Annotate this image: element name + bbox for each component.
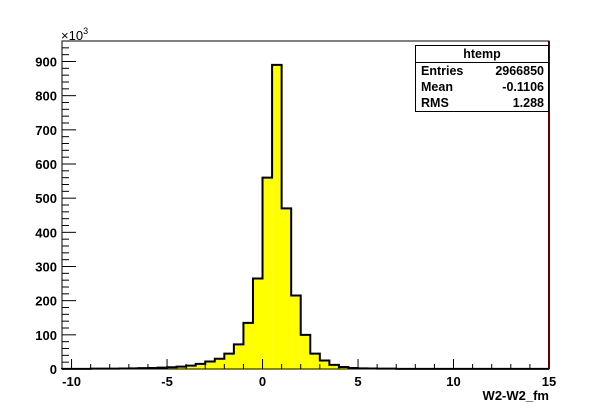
- x-tick-label: 10: [446, 374, 460, 389]
- y-tick-label: 600: [35, 157, 57, 172]
- stats-title: htemp: [416, 46, 548, 63]
- stats-row-entries: Entries 2966850: [416, 63, 548, 79]
- x-tick-label: 5: [354, 374, 361, 389]
- histogram-bin: [262, 177, 273, 369]
- stats-box: htemp Entries 2966850 Mean -0.1106 RMS 1…: [415, 45, 549, 112]
- stats-row-rms: RMS 1.288: [416, 95, 548, 111]
- y-tick-label: 700: [35, 123, 57, 138]
- x-axis-label: W2-W2_fm: [483, 388, 549, 403]
- x-tick-label: 15: [542, 374, 556, 389]
- histogram-bin: [205, 361, 215, 369]
- stats-label: RMS: [421, 96, 449, 110]
- histogram-bin: [300, 334, 311, 369]
- histogram-bars: [61, 63, 550, 370]
- stats-label: Entries: [421, 64, 464, 78]
- x-tick-label: -10: [62, 374, 81, 389]
- stats-value: 1.288: [512, 96, 544, 110]
- y-axis-ticks: 0 100 200 300 400 500 600 700 800 900: [35, 40, 76, 377]
- histogram-bin: [186, 365, 196, 369]
- histogram-bin: [176, 366, 187, 369]
- y-tick-label: 300: [35, 260, 57, 275]
- histogram-bin: [252, 278, 263, 369]
- y-tick-label: 800: [35, 89, 57, 104]
- stats-value: -0.1106: [502, 80, 544, 94]
- histogram-bin: [214, 358, 225, 369]
- histogram-bin: [338, 366, 349, 369]
- y-tick-label: 200: [35, 294, 57, 309]
- histogram-bin: [310, 353, 320, 369]
- histogram-bin: [243, 322, 253, 369]
- histogram-bin: [291, 295, 301, 369]
- y-tick-label: 900: [35, 55, 57, 70]
- y-tick-label: 400: [35, 225, 57, 240]
- histogram-bin: [319, 360, 330, 369]
- histogram-bin: [281, 208, 292, 369]
- stats-label: Mean: [421, 80, 453, 94]
- x-axis-ticks: -10 -5 0 5 10 15: [62, 359, 556, 389]
- histogram-bin: [233, 344, 244, 369]
- y-tick-label: 0: [50, 362, 57, 377]
- x-tick-label: -5: [161, 374, 173, 389]
- histogram-bin: [195, 363, 206, 369]
- y-axis-exponent: ×103: [61, 26, 88, 43]
- histogram-bin: [329, 364, 339, 369]
- x-tick-label: 0: [259, 374, 266, 389]
- y-tick-label: 500: [35, 191, 57, 206]
- stats-row-mean: Mean -0.1106: [416, 79, 548, 95]
- y-tick-label: 100: [35, 328, 57, 343]
- histogram-bin: [224, 353, 234, 369]
- stats-value: 2966850: [495, 64, 544, 78]
- histogram-bin: [272, 64, 282, 370]
